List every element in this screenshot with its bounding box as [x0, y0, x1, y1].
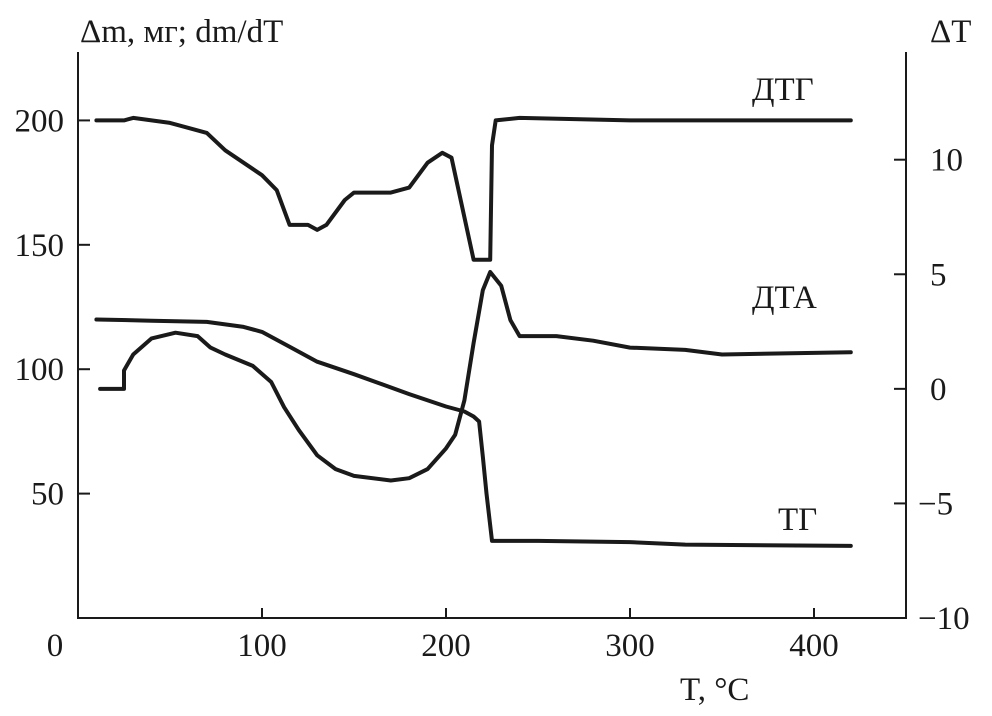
- y-axis-right-label: ΔT: [930, 14, 971, 50]
- x-axis-label: T, °C: [680, 672, 749, 708]
- series-line-ДТГ: [94, 115, 853, 262]
- x-tick-label: 100: [237, 628, 287, 664]
- series-label-dta: ДТА: [752, 280, 817, 316]
- y-left-tick-label: 100: [15, 352, 65, 388]
- y-right-tick-label: 10: [930, 143, 963, 179]
- y-right-tick-label: 5: [930, 257, 947, 293]
- x-tick-label: 200: [421, 628, 471, 664]
- y-left-tick-label: 200: [15, 103, 65, 139]
- y-left-tick-label: 50: [31, 477, 64, 513]
- series-lines: [94, 115, 853, 548]
- axes: 0 100 200 300 400 50 100 150 200 −10 −5 0 5 10: [15, 52, 970, 664]
- y-right-tick-label: −5: [918, 486, 953, 522]
- series-label-dtg: ДТГ: [752, 72, 814, 108]
- series-label-tg: ТГ: [778, 502, 817, 538]
- x-tick-label: 300: [605, 628, 655, 664]
- y-axis-left-label: Δm, мг; dm/dT: [80, 14, 283, 50]
- y-right-tick-label: −10: [918, 601, 970, 637]
- y-left-tick-label: 150: [15, 228, 65, 264]
- x-tick-label: 0: [47, 628, 64, 664]
- series-line-ТГ: [94, 317, 853, 548]
- series-line-ДТА: [98, 270, 853, 483]
- axis-frame: [77, 52, 907, 619]
- x-tick-label: 400: [789, 628, 839, 664]
- y-right-tick-label: 0: [930, 372, 947, 408]
